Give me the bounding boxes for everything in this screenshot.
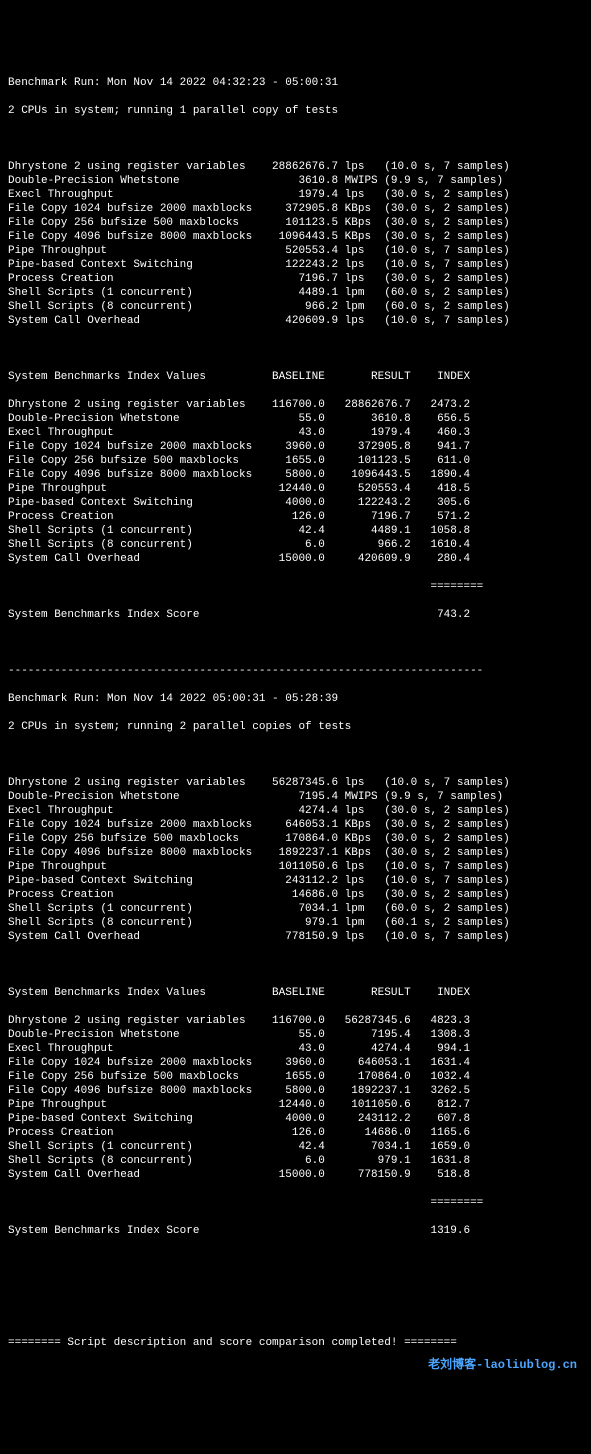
equals-divider: ========	[8, 580, 583, 594]
benchmark-index-row: Execl Throughput 43.0 1979.4 460.3	[8, 426, 583, 440]
run2-index-rows: Dhrystone 2 using register variables 116…	[8, 1014, 583, 1182]
benchmark-index-row: Shell Scripts (1 concurrent) 42.4 4489.1…	[8, 524, 583, 538]
benchmark-index-row: File Copy 4096 bufsize 8000 maxblocks 58…	[8, 468, 583, 482]
run2-index-header: System Benchmarks Index Values BASELINE …	[8, 986, 583, 1000]
benchmark-index-row: Process Creation 126.0 14686.0 1165.6	[8, 1126, 583, 1140]
blank	[8, 958, 583, 972]
benchmark-raw-row: File Copy 256 bufsize 500 maxblocks 1708…	[8, 832, 583, 846]
benchmark-index-row: Double-Precision Whetstone 55.0 3610.8 6…	[8, 412, 583, 426]
watermark-text: 老刘博客-laoliublog.cn	[428, 1358, 577, 1372]
benchmark-index-row: Shell Scripts (8 concurrent) 6.0 966.2 1…	[8, 538, 583, 552]
benchmark-index-row: Dhrystone 2 using register variables 116…	[8, 398, 583, 412]
benchmark-raw-row: File Copy 4096 bufsize 8000 maxblocks 18…	[8, 846, 583, 860]
benchmark-raw-row: File Copy 1024 bufsize 2000 maxblocks 37…	[8, 202, 583, 216]
section-divider: ----------------------------------------…	[8, 664, 583, 678]
benchmark-raw-row: Double-Precision Whetstone 3610.8 MWIPS …	[8, 174, 583, 188]
benchmark-index-row: Shell Scripts (8 concurrent) 6.0 979.1 1…	[8, 1154, 583, 1168]
run1-config: 2 CPUs in system; running 1 parallel cop…	[8, 104, 583, 118]
benchmark-index-row: Dhrystone 2 using register variables 116…	[8, 1014, 583, 1028]
benchmark-index-row: Execl Throughput 43.0 4274.4 994.1	[8, 1042, 583, 1056]
terminal-output: Benchmark Run: Mon Nov 14 2022 04:32:23 …	[8, 62, 583, 1378]
benchmark-index-row: Pipe Throughput 12440.0 1011050.6 812.7	[8, 1098, 583, 1112]
equals-divider: ========	[8, 1196, 583, 1210]
benchmark-raw-row: Shell Scripts (8 concurrent) 979.1 lpm (…	[8, 916, 583, 930]
benchmark-index-row: File Copy 1024 bufsize 2000 maxblocks 39…	[8, 440, 583, 454]
benchmark-raw-row: System Call Overhead 778150.9 lps (10.0 …	[8, 930, 583, 944]
benchmark-index-row: File Copy 256 bufsize 500 maxblocks 1655…	[8, 454, 583, 468]
benchmark-index-row: System Call Overhead 15000.0 420609.9 28…	[8, 552, 583, 566]
run1-index-rows: Dhrystone 2 using register variables 116…	[8, 398, 583, 566]
benchmark-raw-row: Dhrystone 2 using register variables 562…	[8, 776, 583, 790]
run1-score: System Benchmarks Index Score 743.2	[8, 608, 583, 622]
run2-config: 2 CPUs in system; running 2 parallel cop…	[8, 720, 583, 734]
run1-header: Benchmark Run: Mon Nov 14 2022 04:32:23 …	[8, 76, 583, 90]
blank	[8, 1252, 583, 1266]
benchmark-index-row: Shell Scripts (1 concurrent) 42.4 7034.1…	[8, 1140, 583, 1154]
benchmark-raw-row: Process Creation 14686.0 lps (30.0 s, 2 …	[8, 888, 583, 902]
benchmark-index-row: File Copy 256 bufsize 500 maxblocks 1655…	[8, 1070, 583, 1084]
benchmark-raw-row: System Call Overhead 420609.9 lps (10.0 …	[8, 314, 583, 328]
benchmark-index-row: Pipe Throughput 12440.0 520553.4 418.5	[8, 482, 583, 496]
benchmark-index-row: File Copy 4096 bufsize 8000 maxblocks 58…	[8, 1084, 583, 1098]
blank	[8, 132, 583, 146]
benchmark-raw-row: Execl Throughput 4274.4 lps (30.0 s, 2 s…	[8, 804, 583, 818]
benchmark-raw-row: Double-Precision Whetstone 7195.4 MWIPS …	[8, 790, 583, 804]
footer: ======== Script description and score co…	[8, 1336, 583, 1350]
blank	[8, 636, 583, 650]
benchmark-raw-row: File Copy 1024 bufsize 2000 maxblocks 64…	[8, 818, 583, 832]
benchmark-index-row: Process Creation 126.0 7196.7 571.2	[8, 510, 583, 524]
run2-score: System Benchmarks Index Score 1319.6	[8, 1224, 583, 1238]
blank	[8, 1308, 583, 1322]
benchmark-index-row: File Copy 1024 bufsize 2000 maxblocks 39…	[8, 1056, 583, 1070]
benchmark-raw-row: File Copy 4096 bufsize 8000 maxblocks 10…	[8, 230, 583, 244]
benchmark-raw-row: Pipe-based Context Switching 122243.2 lp…	[8, 258, 583, 272]
benchmark-raw-row: Process Creation 7196.7 lps (30.0 s, 2 s…	[8, 272, 583, 286]
benchmark-index-row: Pipe-based Context Switching 4000.0 1222…	[8, 496, 583, 510]
benchmark-index-row: Pipe-based Context Switching 4000.0 2431…	[8, 1112, 583, 1126]
run2-header: Benchmark Run: Mon Nov 14 2022 05:00:31 …	[8, 692, 583, 706]
benchmark-raw-row: Pipe Throughput 1011050.6 lps (10.0 s, 7…	[8, 860, 583, 874]
blank	[8, 748, 583, 762]
benchmark-index-row: System Call Overhead 15000.0 778150.9 51…	[8, 1168, 583, 1182]
benchmark-index-row: Double-Precision Whetstone 55.0 7195.4 1…	[8, 1028, 583, 1042]
benchmark-raw-row: Shell Scripts (8 concurrent) 966.2 lpm (…	[8, 300, 583, 314]
benchmark-raw-row: Execl Throughput 1979.4 lps (30.0 s, 2 s…	[8, 188, 583, 202]
blank	[8, 342, 583, 356]
run1-raw-rows: Dhrystone 2 using register variables 288…	[8, 160, 583, 328]
benchmark-raw-row: Shell Scripts (1 concurrent) 4489.1 lpm …	[8, 286, 583, 300]
benchmark-raw-row: Pipe Throughput 520553.4 lps (10.0 s, 7 …	[8, 244, 583, 258]
benchmark-raw-row: Dhrystone 2 using register variables 288…	[8, 160, 583, 174]
benchmark-raw-row: Shell Scripts (1 concurrent) 7034.1 lpm …	[8, 902, 583, 916]
blank	[8, 1280, 583, 1294]
benchmark-raw-row: File Copy 256 bufsize 500 maxblocks 1011…	[8, 216, 583, 230]
benchmark-raw-row: Pipe-based Context Switching 243112.2 lp…	[8, 874, 583, 888]
run1-index-header: System Benchmarks Index Values BASELINE …	[8, 370, 583, 384]
run2-raw-rows: Dhrystone 2 using register variables 562…	[8, 776, 583, 944]
